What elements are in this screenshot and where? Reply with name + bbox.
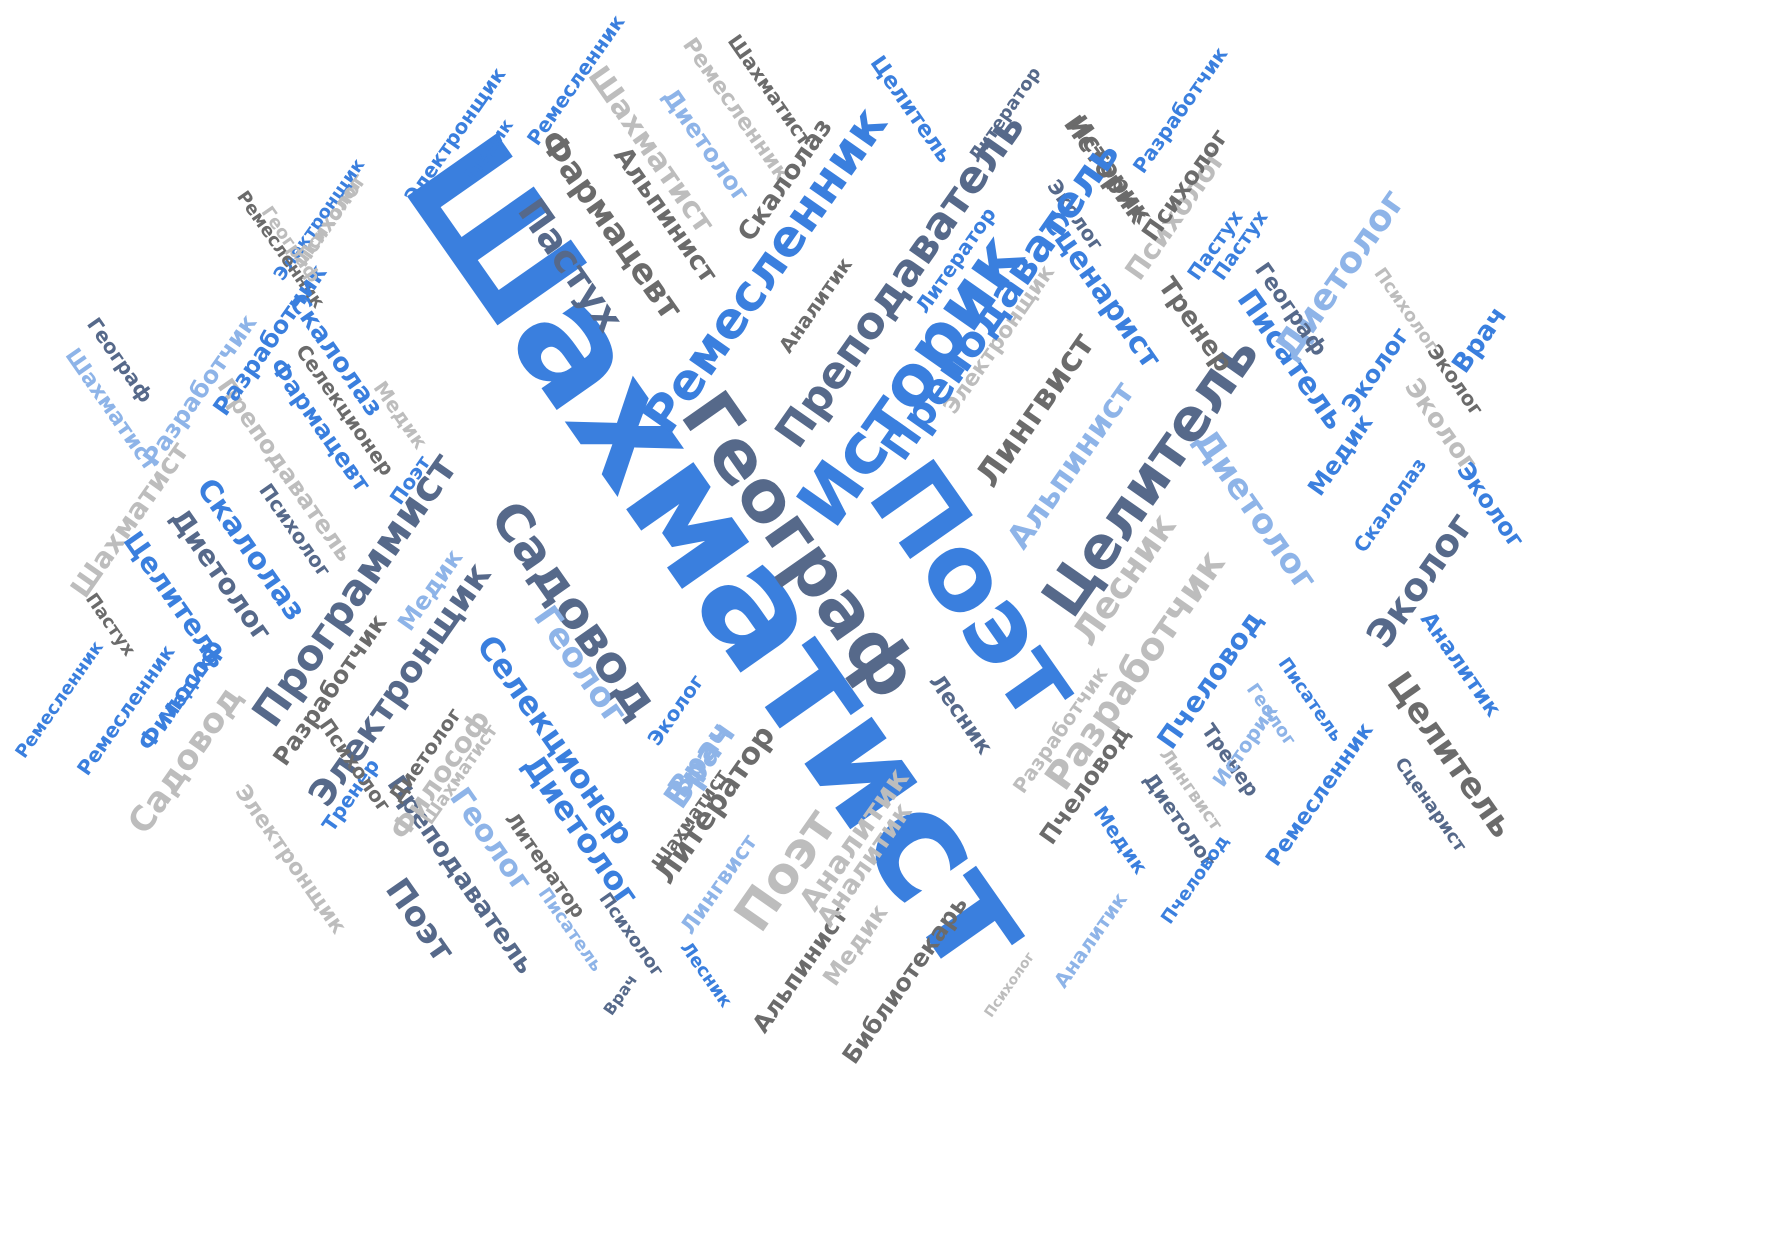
cloud-word: Поэт (377, 870, 463, 970)
cloud-word: Скалолаз (1348, 453, 1432, 557)
cloud-word: Врач (598, 970, 641, 1019)
cloud-word: Эколог (1335, 322, 1415, 418)
cloud-word: Лесник (675, 937, 736, 1012)
cloud-word: Психолог (594, 888, 668, 981)
cloud-word: Медик (1088, 801, 1153, 879)
